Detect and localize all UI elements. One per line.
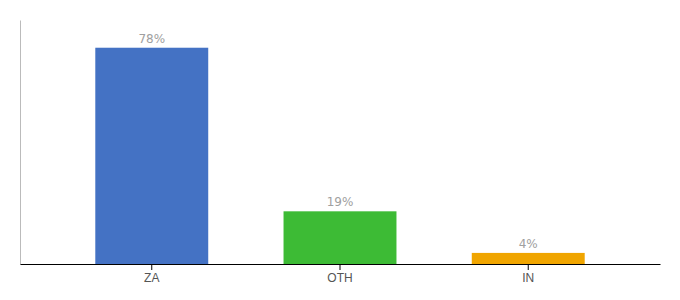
x-tick-mark bbox=[340, 264, 341, 270]
bars bbox=[95, 48, 584, 264]
x-axis: ZA OTH IN bbox=[21, 264, 661, 285]
x-tick: OTH bbox=[327, 264, 352, 285]
y-axis bbox=[20, 21, 21, 265]
plot: ZA OTH IN 78% 19% 4% bbox=[21, 21, 661, 285]
data-label: 78% bbox=[138, 32, 165, 46]
x-tick-label: OTH bbox=[327, 271, 352, 285]
x-tick-mark bbox=[528, 264, 529, 270]
chart-svg: ZA OTH IN 78% 19% 4% bbox=[0, 0, 680, 300]
bar bbox=[284, 211, 397, 264]
y-axis-line bbox=[20, 21, 21, 265]
x-tick: ZA bbox=[144, 264, 159, 285]
bar bbox=[95, 48, 208, 264]
data-labels: 78% 19% 4% bbox=[138, 32, 537, 251]
x-tick-label: ZA bbox=[144, 271, 159, 285]
data-label: 4% bbox=[519, 237, 538, 251]
bar bbox=[472, 253, 585, 264]
data-label: 19% bbox=[327, 195, 354, 209]
x-tick-label: IN bbox=[522, 271, 534, 285]
chart-container: ZA OTH IN 78% 19% 4% bbox=[0, 0, 680, 300]
x-tick: IN bbox=[522, 264, 534, 285]
x-tick-mark bbox=[151, 264, 152, 270]
